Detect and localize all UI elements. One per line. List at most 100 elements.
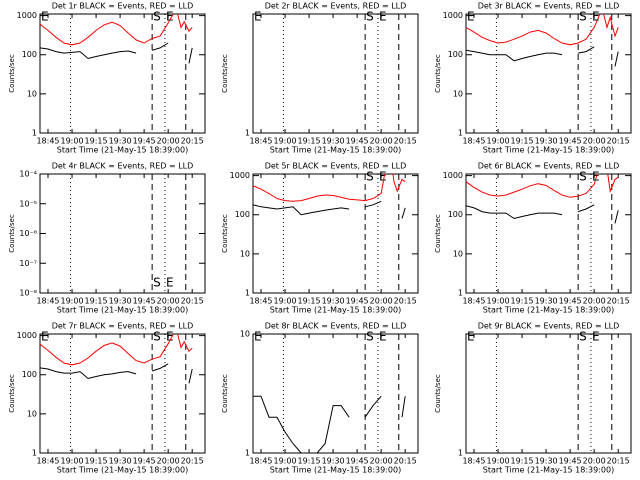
annotation: E (41, 330, 49, 344)
annotation: E (467, 330, 475, 344)
x-tick-label: 19:15 (298, 137, 321, 146)
x-tick-label: 19:45 (133, 457, 156, 466)
x-tick-label: 19:15 (85, 457, 108, 466)
plot-frame (252, 13, 419, 134)
series-line (466, 14, 619, 46)
x-tick-label: 20:15 (394, 297, 417, 306)
panel-title: Det 2r BLACK = Events, RED = LLD (265, 2, 407, 11)
y-axis-label: Counts/sec (8, 214, 16, 253)
panel-title: Det 1r BLACK = Events, RED = LLD (52, 2, 194, 11)
annotation: S (153, 330, 161, 344)
y-tick-label: 10⁻⁸ (19, 289, 37, 298)
x-tick-label: 18:45 (36, 297, 59, 306)
plot-frame (465, 333, 632, 454)
x-tick-label: 19:30 (535, 297, 558, 306)
x-tick-label: 20:00 (583, 297, 606, 306)
plot-frame (252, 333, 419, 454)
x-tick-label: 19:30 (109, 457, 132, 466)
y-axis-label: Counts/sec (8, 54, 16, 93)
series-line (40, 42, 193, 64)
y-tick-label: 10 (240, 249, 250, 258)
x-tick-label: 19:15 (511, 457, 534, 466)
annotation: S (366, 170, 374, 184)
x-tick-label: 18:45 (249, 137, 272, 146)
y-tick-label: 1 (245, 129, 250, 138)
annotation: E (592, 170, 600, 184)
plot-frame (252, 173, 419, 294)
y-tick-label: 1 (245, 449, 250, 458)
series-line (253, 174, 406, 202)
x-tick-label: 19:45 (346, 137, 369, 146)
annotation: E (166, 276, 174, 290)
y-tick-label: 1000 (443, 171, 463, 180)
x-tick-label: 19:15 (511, 297, 534, 306)
panel: Det 6r BLACK = Events, RED = LLD Start Ti… (434, 162, 632, 315)
plot-frame (39, 333, 206, 454)
x-tick-label: 20:00 (370, 457, 393, 466)
x-tick-label: 20:15 (394, 137, 417, 146)
series-line (40, 363, 193, 384)
annotation: S (366, 330, 374, 344)
plot-frame (465, 173, 632, 294)
x-tick-label: 19:45 (133, 297, 156, 306)
x-tick-label: 19:00 (487, 137, 510, 146)
annotation: E (254, 330, 262, 344)
x-tick-label: 19:45 (346, 457, 369, 466)
y-tick-label: 10⁻⁷ (19, 259, 37, 268)
x-tick-label: 18:45 (249, 297, 272, 306)
series-line (253, 200, 406, 219)
panel-title: Det 7r BLACK = Events, RED = LLD (52, 322, 194, 331)
x-tick-label: 19:00 (487, 297, 510, 306)
x-tick-label: 19:45 (559, 137, 582, 146)
x-tick-label: 18:45 (462, 297, 485, 306)
x-tick-label: 19:30 (322, 457, 345, 466)
y-tick-label: 1000 (230, 171, 250, 180)
y-axis-label: Counts/sec (221, 54, 229, 93)
y-axis-label: Counts/sec (221, 374, 229, 413)
series-line (40, 334, 193, 366)
annotation: S (153, 10, 161, 24)
x-tick-label: 19:00 (274, 457, 297, 466)
panel-title: Det 8r BLACK = Events, RED = LLD (265, 322, 407, 331)
x-tick-label: 19:00 (61, 457, 84, 466)
x-tick-label: 19:30 (535, 457, 558, 466)
annotation: E (166, 330, 174, 344)
series-line (466, 204, 619, 224)
x-axis-label: Start Time (21-May-15 18:39:00) (483, 306, 614, 315)
x-tick-label: 19:30 (322, 137, 345, 146)
x-axis-label: Start Time (21-May-15 18:39:00) (57, 306, 188, 315)
x-tick-label: 20:15 (181, 297, 204, 306)
x-tick-label: 18:45 (36, 457, 59, 466)
annotation: S (153, 276, 161, 290)
series-line (40, 14, 193, 46)
x-tick-label: 20:15 (181, 457, 204, 466)
x-tick-label: 20:15 (181, 137, 204, 146)
x-tick-label: 19:45 (346, 297, 369, 306)
y-tick-label: 100 (235, 210, 250, 219)
y-tick-label: 10 (27, 89, 37, 98)
annotation: S (579, 10, 587, 24)
x-tick-label: 19:00 (61, 137, 84, 146)
x-tick-label: 20:00 (583, 457, 606, 466)
annotation: E (592, 330, 600, 344)
series-line (466, 46, 619, 67)
x-tick-label: 20:15 (607, 297, 630, 306)
x-tick-label: 19:15 (511, 137, 534, 146)
y-tick-label: 10 (453, 249, 463, 258)
x-tick-label: 19:30 (322, 297, 345, 306)
annotation: E (379, 170, 387, 184)
y-tick-label: 100 (22, 50, 37, 59)
y-tick-label: 1000 (17, 331, 37, 340)
y-tick-label: 10⁻⁴ (19, 170, 37, 179)
y-tick-label: 1 (32, 129, 37, 138)
panel-title: Det 3r BLACK = Events, RED = LLD (478, 2, 620, 11)
x-tick-label: 19:45 (133, 137, 156, 146)
x-tick-label: 19:15 (298, 457, 321, 466)
y-tick-label: 10 (27, 409, 37, 418)
y-tick-label: 100 (448, 210, 463, 219)
y-tick-label: 1 (458, 289, 463, 298)
y-axis-label: Counts/sec (8, 374, 16, 413)
y-tick-label: 10 (240, 330, 250, 339)
x-tick-label: 20:00 (157, 137, 180, 146)
annotation: S (579, 330, 587, 344)
